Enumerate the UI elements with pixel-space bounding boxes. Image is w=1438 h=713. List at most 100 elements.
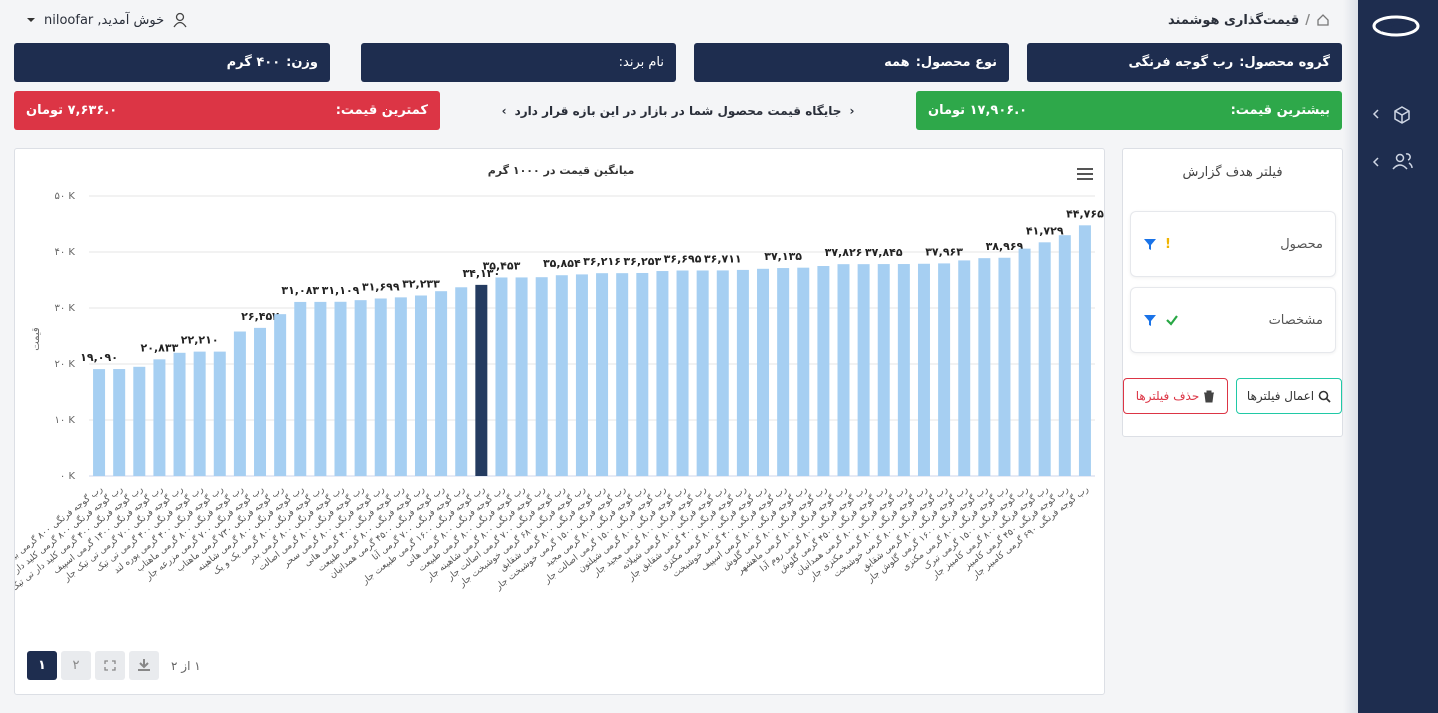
filter-box: وزن: ۴۰۰ گرم [14,43,330,82]
bar [414,295,427,476]
filter-label: نام برند: [618,55,664,70]
funnel-icon [1144,315,1156,326]
user-icon [173,12,187,28]
menu-products[interactable] [1372,106,1410,124]
arrow: ‹ [849,103,855,118]
bar [596,273,609,476]
data-label: ۳۱,۰۸۳ [281,284,319,297]
data-label: ۳۵,۸۵۴ [543,257,581,270]
max-price: بیشترین قیمت: ۱۷,۹۰۶.۰ تومان [916,91,1342,130]
bar [857,264,870,476]
user-menu[interactable]: خوش آمدید, niloofar [26,10,188,30]
page-button[interactable]: ۲ [61,651,91,680]
y-tick-label: ۲۰ K [55,359,76,370]
clear-button[interactable]: حذف فیلترها [1123,378,1228,414]
apply-button[interactable]: اعمال فیلترها [1236,378,1342,414]
bar [1058,235,1071,476]
data-label: ۳۶,۶۹۵ [664,253,702,266]
bar [555,275,568,476]
bar [274,314,287,476]
breadcrumb-title: قیمت‌گذاری هوشمند [1168,12,1300,28]
trash-icon [1204,390,1215,402]
filter-panel-title: فیلتر هدف گزارش [1182,165,1283,180]
bar [575,274,588,476]
filter-box: نوع محصول: همه [694,43,1009,82]
bar [294,301,307,476]
search-icon [1318,390,1331,403]
data-label: ۳۷,۱۳۵ [764,250,802,263]
filter-card-label: مشخصات [1268,312,1323,328]
chart: میانگین قیمت در ۱۰۰۰ گرم قیمت ۰ K ۱۰ K ۲۰ … [15,164,1104,593]
download-button[interactable] [129,651,159,680]
bar [374,298,387,476]
bar [757,268,770,476]
bar [797,267,810,476]
bar [636,272,649,476]
filter-box: نام برند: [361,43,676,82]
filter-value: همه [884,55,910,70]
y-tick-label: ۳۰ K [55,303,76,314]
check-icon [1166,315,1178,326]
caret [27,18,35,22]
y-axis-label: قیمت [31,327,42,351]
filter-card[interactable]: مشخصات [1130,287,1336,353]
bar [656,271,669,476]
min-price: کمترین قیمت: ۷,۶۳۶.۰ تومان [14,91,440,130]
data-label: ۳۶,۲۵۳ [623,255,661,268]
filter-card-icons [1143,313,1179,327]
menu-users[interactable] [1372,153,1413,170]
bar [394,297,407,476]
bar [938,263,951,476]
bar [978,258,991,476]
data-label: ۳۸,۹۶۹ [986,240,1024,253]
sep: / [1305,12,1310,28]
bar [133,366,146,476]
bar [354,300,367,476]
bar [233,331,246,476]
bar [254,327,267,476]
bar [153,359,166,476]
filter-card-label: محصول [1280,236,1323,252]
page-button[interactable]: ۱ [27,651,57,680]
chart-panel: میانگین قیمت در ۱۰۰۰ گرم قیمت ۰ K ۱۰ K ۲۰ … [14,148,1105,695]
filter-panel: فیلتر هدف گزارش محصول ! مشخصات اعمال فیل… [1122,148,1343,437]
data-label: ۳۶,۷۱۱ [704,252,742,265]
bar [837,264,850,476]
filter-card-icons: ! [1143,237,1171,252]
shade [1343,0,1358,713]
user-greeting: خوش آمدید, niloofar [44,12,165,28]
menu-button[interactable] [1077,168,1093,180]
bar [1038,242,1051,476]
data-label: ۳۵,۴۵۳ [483,259,521,272]
data-label: ۳۱,۱۰۹ [322,284,360,297]
data-label: ۲۶,۴۵۲ [241,310,279,323]
filter-label: وزن: [286,55,318,70]
bar [334,301,347,476]
bar [736,269,749,476]
bar [535,277,548,476]
filter-label: گروه محصول: [1239,55,1330,70]
data-label: ۴۱,۷۲۹ [1026,224,1064,237]
fullscreen-button[interactable] [95,651,125,680]
breadcrumb: / قیمت‌گذاری هوشمند [1160,10,1330,30]
bar [917,263,930,476]
bar [958,260,971,476]
bar [475,284,488,476]
funnel-icon [1144,239,1156,250]
position-note: ‹ جایگاه قیمت محصول شما در بازار در این ب… [450,91,906,130]
clear-label: حذف فیلترها [1135,389,1200,403]
apply-label: اعمال فیلترها [1246,389,1315,403]
min-price-label: کمترین قیمت: [335,103,428,118]
bar [696,270,709,476]
page-status: ۱ از ۲ [171,658,201,673]
home-icon[interactable] [1316,13,1330,27]
data-label: ۱۹,۰۹۰ [80,351,118,364]
position-text: جایگاه قیمت محصول شما در بازار در این با… [514,103,842,118]
bar [998,257,1011,476]
sidebar-icons [1372,15,1420,170]
filter-card[interactable]: محصول ! [1130,211,1336,277]
bar [616,273,629,476]
bar [113,369,126,476]
bar [1018,248,1031,476]
